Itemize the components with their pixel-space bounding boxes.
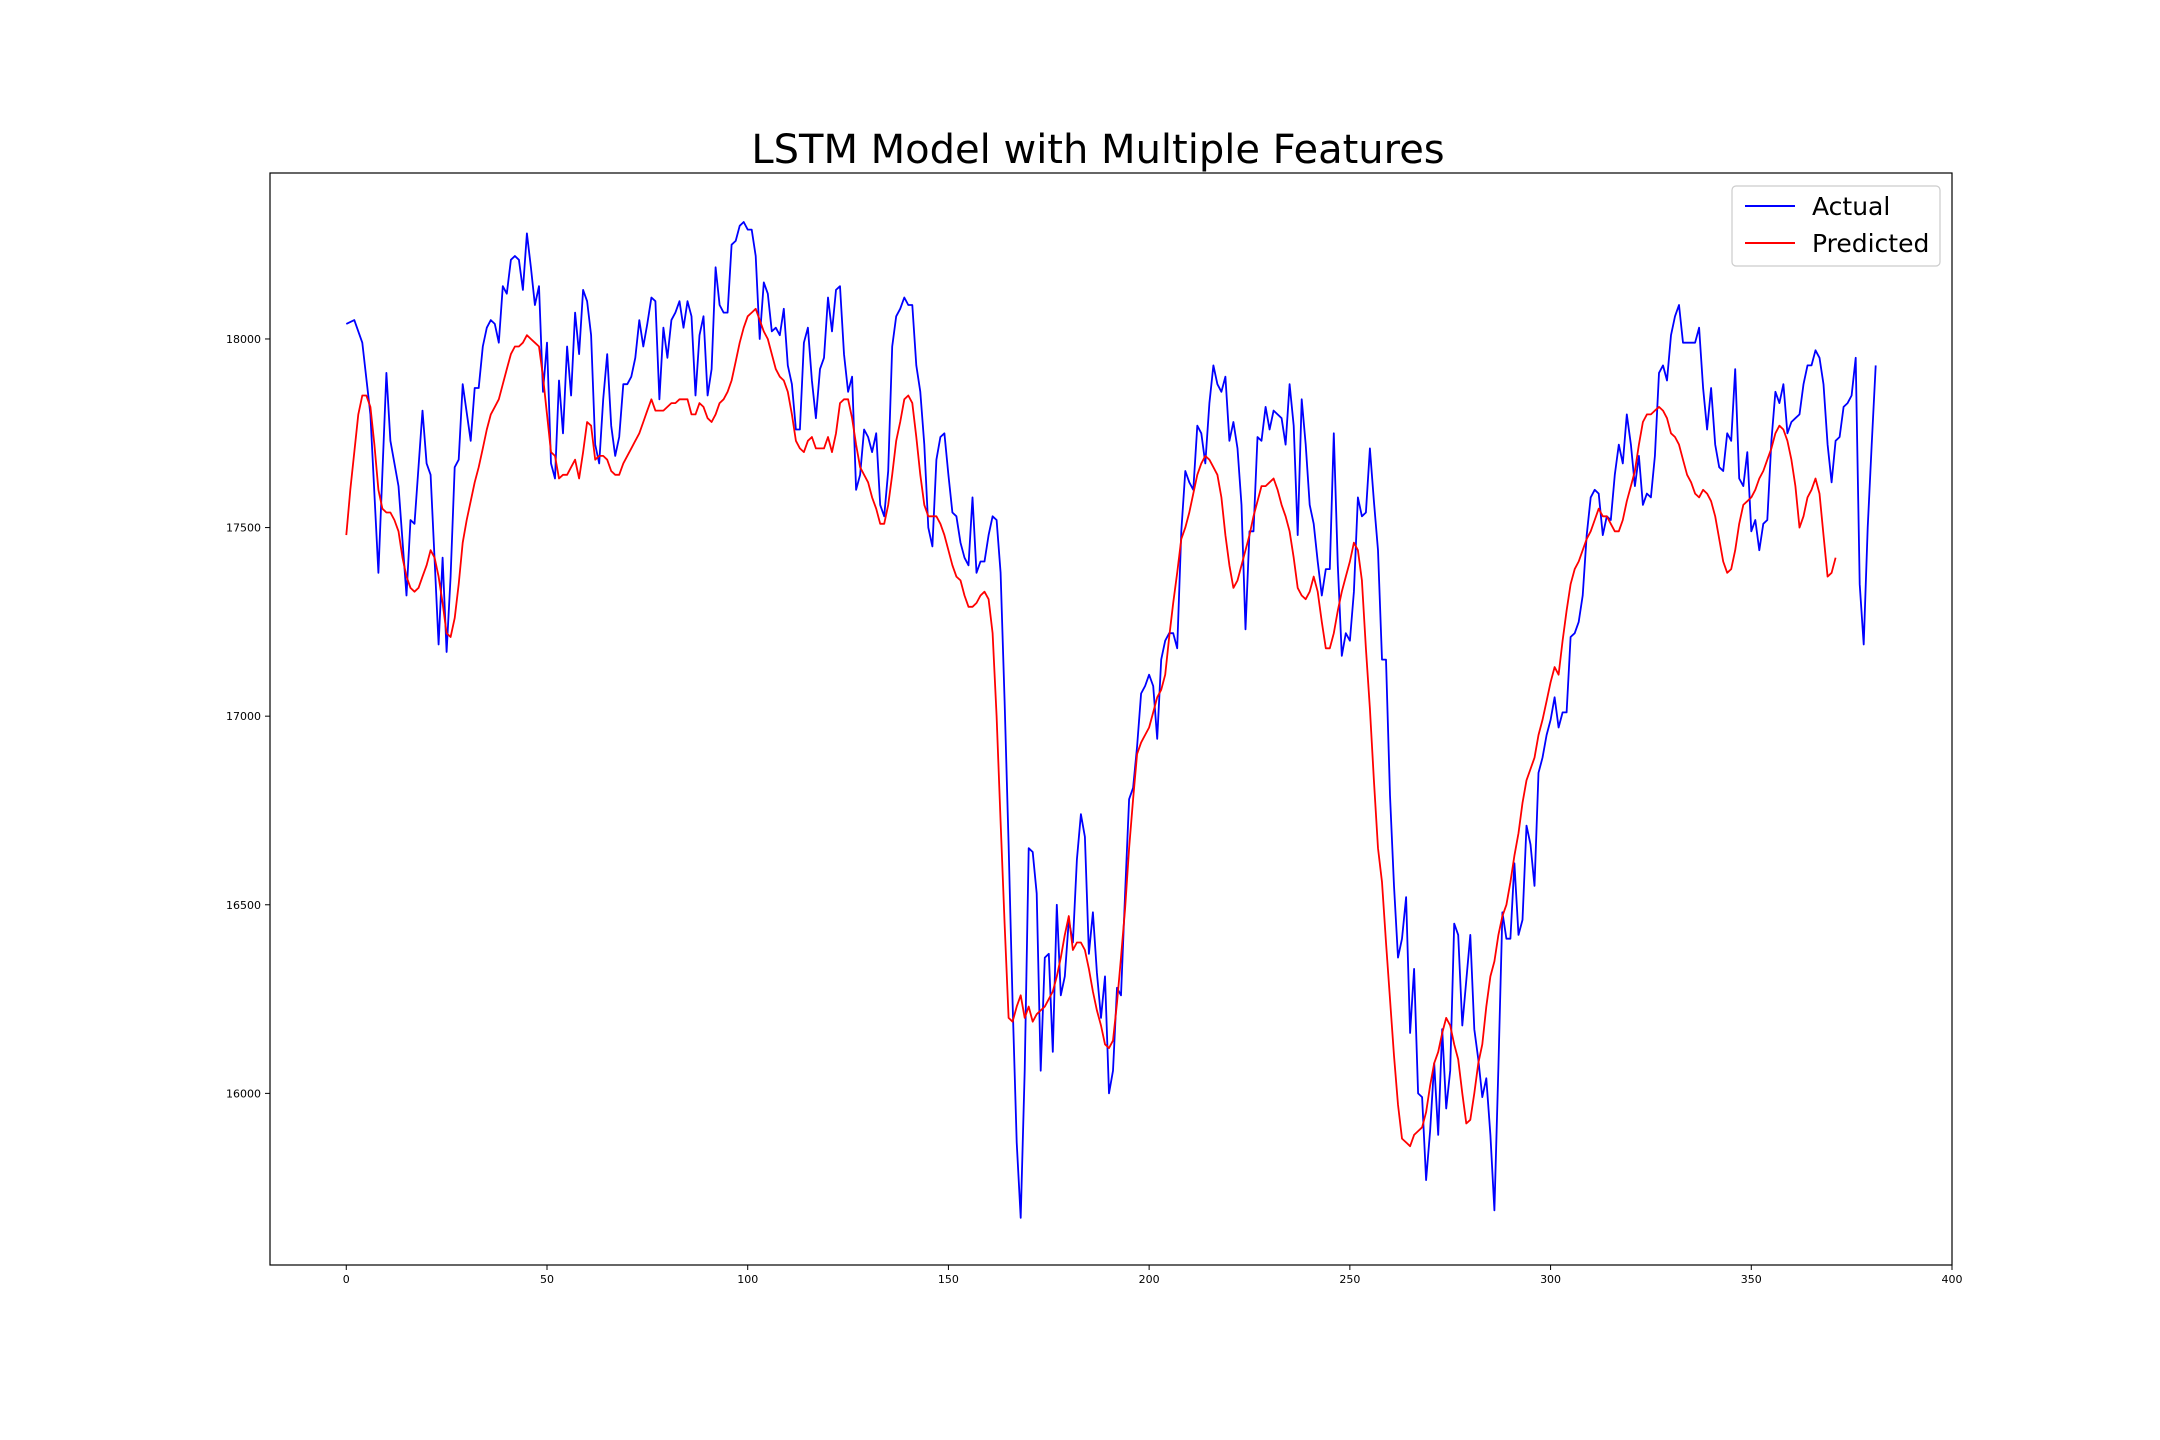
x-tick-label: 150: [938, 1273, 959, 1286]
legend: Actual Predicted: [1731, 185, 1941, 267]
x-tick-label: 250: [1339, 1273, 1360, 1286]
series-layer: [345, 221, 1877, 1219]
series-line-predicted: [345, 307, 1837, 1148]
y-axis-ticks: 16000 16500 17000 17500 18000: [226, 333, 270, 1100]
x-tick-label: 350: [1741, 1273, 1762, 1286]
y-tick-label: 17000: [226, 710, 261, 723]
x-tick-label: 200: [1139, 1273, 1160, 1286]
x-tick-label: 300: [1540, 1273, 1561, 1286]
x-tick-label: 100: [737, 1273, 758, 1286]
legend-label-predicted: Predicted: [1812, 229, 1929, 258]
y-tick-label: 16500: [226, 899, 261, 912]
x-tick-label: 50: [540, 1273, 554, 1286]
x-axis-ticks: 0 50 100 150 200 250 300 350 400: [343, 1265, 1963, 1286]
y-tick-label: 18000: [226, 333, 261, 346]
y-tick-label: 17500: [226, 522, 261, 535]
plot-frame: [269, 172, 1953, 1266]
legend-label-actual: Actual: [1812, 192, 1890, 221]
y-tick-label: 16000: [226, 1087, 261, 1100]
x-tick-label: 0: [343, 1273, 350, 1286]
series-line-actual: [345, 221, 1877, 1219]
chart-title: LSTM Model with Multiple Features: [751, 127, 1444, 173]
x-tick-label: 400: [1942, 1273, 1963, 1286]
